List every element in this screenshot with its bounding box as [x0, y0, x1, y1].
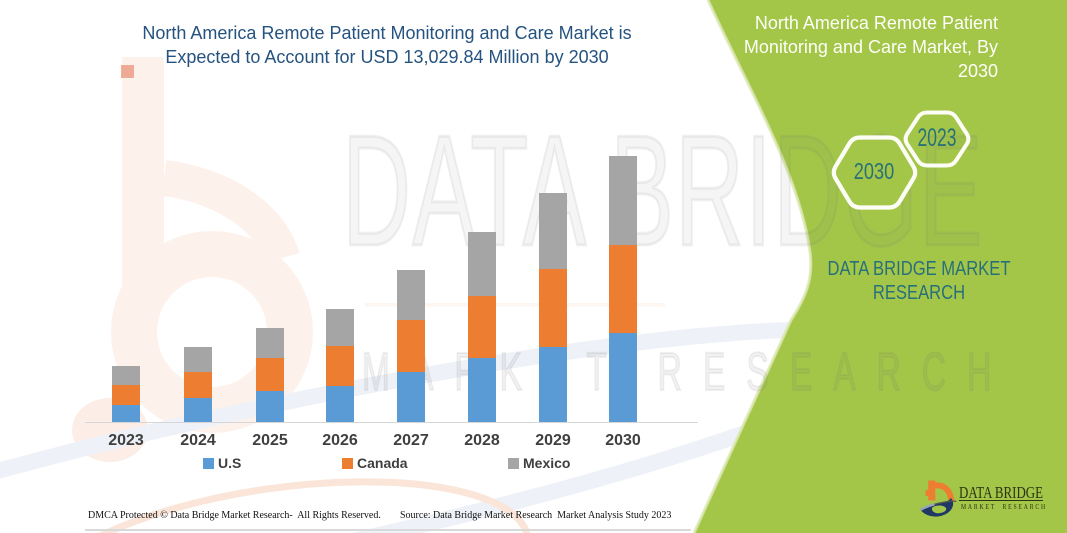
- svg-text:2023: 2023: [918, 123, 957, 152]
- svg-text:2030: 2030: [854, 159, 894, 185]
